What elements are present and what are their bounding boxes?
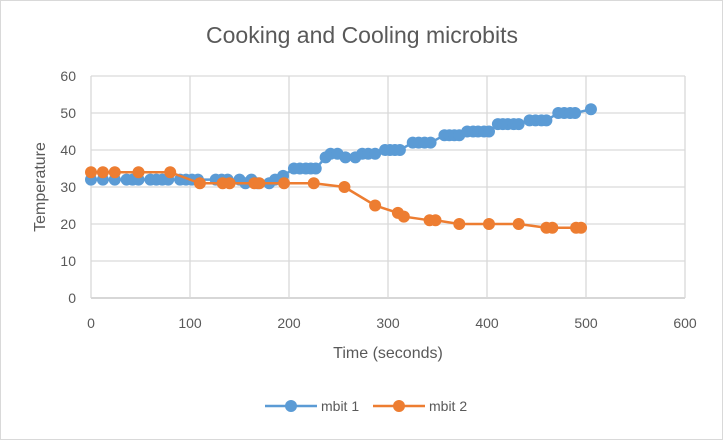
data-point [512,218,525,230]
y-tick-label: 10 [60,253,76,269]
data-point [482,218,495,230]
series-mbit-1 [85,103,597,190]
data-point [584,103,597,116]
series-mbit-2 [85,166,588,234]
legend-marker-mbit-2 [393,400,405,412]
data-point [482,125,495,138]
data-point [424,136,437,149]
data-point [569,107,582,119]
data-point [540,114,553,127]
data-point [546,221,559,234]
data-point [369,199,382,212]
x-tick-label: 300 [376,315,400,331]
legend-label-mbit-2: mbit 2 [429,398,467,414]
data-point [253,177,266,190]
data-point [339,151,352,164]
data-point [429,214,442,227]
data-point [278,177,291,190]
data-point [307,177,320,190]
data-point [193,177,206,190]
data-point [393,144,406,156]
legend-marker-mbit-1 [285,400,297,412]
x-tick-label: 600 [673,315,697,331]
legend-label-mbit-1: mbit 1 [321,398,359,414]
data-point [453,218,466,230]
y-tick-label: 30 [60,179,76,195]
data-point [132,166,145,179]
x-tick-label: 400 [475,315,499,331]
x-tick-label: 100 [178,315,202,331]
y-tick-label: 20 [60,216,76,232]
data-point [338,181,351,193]
data-point [309,162,322,175]
data-point [369,147,382,160]
y-tick-label: 60 [60,68,76,84]
x-tick-label: 0 [87,315,95,331]
data-point [512,118,525,131]
data-point [575,221,588,234]
legend: mbit 1 mbit 2 [265,398,467,414]
data-point [96,166,109,179]
y-tick-label: 50 [60,105,76,121]
x-tick-label: 200 [277,315,301,331]
data-point [85,166,97,179]
y-tick-label: 40 [60,142,76,158]
data-point [164,166,177,179]
chart-title: Cooking and Cooling microbits [206,22,518,48]
data-point [397,210,410,223]
x-tick-label: 500 [574,315,598,331]
data-point [108,166,121,179]
y-axis-label: Temperature [32,142,49,232]
data-point [223,177,236,190]
x-axis-label: Time (seconds) [333,345,443,362]
y-tick-label: 0 [68,290,76,306]
